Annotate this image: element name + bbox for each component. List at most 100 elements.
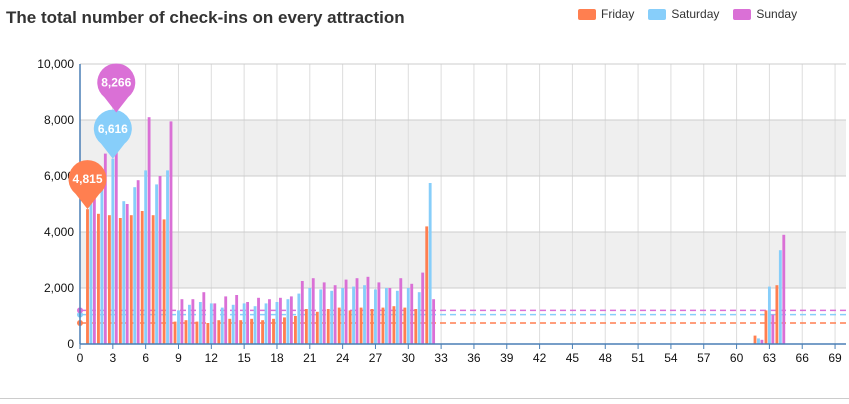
y-tick-label: 10,000	[37, 57, 74, 71]
bar-saturday	[188, 304, 191, 344]
bar-friday	[293, 316, 297, 344]
bar-friday	[315, 311, 319, 344]
annotation-pin-saturday: 6,616	[93, 109, 132, 159]
bar-saturday	[319, 289, 323, 344]
pin-label: 6,616	[98, 122, 128, 136]
bar-saturday	[374, 289, 377, 344]
bar-sunday	[158, 176, 162, 344]
bar-sunday	[366, 276, 370, 344]
bar-sunday	[771, 314, 775, 344]
bar-saturday	[242, 303, 246, 344]
bar-friday	[228, 318, 232, 344]
bar-friday	[775, 285, 779, 344]
bar-friday	[97, 213, 100, 344]
x-tick-label: 39	[500, 351, 514, 365]
axes	[79, 64, 846, 345]
x-tick-label: 45	[566, 351, 580, 365]
grid-band	[80, 288, 846, 344]
bar-saturday	[757, 338, 760, 344]
bar-saturday	[122, 201, 126, 344]
x-tick-label: 18	[270, 351, 284, 365]
bar-sunday	[377, 282, 381, 344]
bar-friday	[107, 215, 111, 344]
legend-label-friday: Friday	[601, 7, 635, 21]
bar-friday	[764, 310, 768, 344]
bar-sunday	[333, 285, 337, 344]
bar-sunday	[246, 302, 250, 344]
y-tick-label: 4,000	[44, 225, 74, 239]
x-tick-label: 48	[599, 351, 613, 365]
x-tick-label: 24	[336, 351, 350, 365]
annotation-pins: 4,815 6,616 8,266	[68, 63, 136, 210]
bar-sunday	[257, 297, 260, 344]
bar-sunday	[125, 204, 129, 344]
legend-label-sunday: Sunday	[756, 7, 798, 21]
bar-saturday	[144, 170, 148, 344]
legend-swatch-sunday	[733, 8, 752, 20]
x-tick-label: 54	[664, 351, 678, 365]
bar-friday	[414, 309, 418, 344]
bar-saturday	[330, 290, 334, 344]
bar-friday	[403, 307, 407, 344]
bar-sunday	[180, 299, 184, 344]
bar-friday	[206, 323, 210, 344]
bar-saturday	[264, 303, 268, 344]
bar-sunday	[224, 296, 228, 344]
bar-sunday	[213, 303, 217, 344]
legend-item-friday[interactable]: Friday	[578, 7, 634, 21]
bar-friday	[304, 309, 308, 344]
bar-sunday	[169, 121, 173, 345]
x-tick-label: 9	[175, 351, 182, 365]
bar-saturday	[428, 183, 432, 344]
bar-friday	[359, 307, 363, 344]
y-tick-label: 6,000	[44, 169, 74, 183]
bar-friday	[337, 307, 341, 344]
bar-friday	[261, 320, 265, 344]
chart-title: The total number of check-ins on every a…	[6, 8, 405, 27]
bar-saturday	[209, 303, 213, 344]
x-tick-label: 42	[533, 351, 547, 365]
x-axis-ticks: 0 3 6 9 12 15 18 21 24 27 30 33 36 39 42 45 48 51 54 57 60 63…	[77, 344, 842, 365]
bar-sunday	[388, 288, 392, 344]
bar-saturday	[231, 304, 235, 344]
bar-saturday	[297, 293, 301, 344]
bar-sunday	[114, 112, 118, 344]
grid-band	[80, 64, 846, 120]
legend-item-saturday[interactable]: Saturday	[648, 7, 719, 21]
bar-sunday	[147, 117, 151, 344]
bar-friday	[173, 321, 177, 344]
bar-saturday	[767, 286, 771, 344]
x-tick-label: 60	[730, 351, 744, 365]
legend-item-sunday[interactable]: Sunday	[733, 7, 797, 21]
x-tick-label: 33	[434, 351, 448, 365]
bar-friday	[753, 335, 757, 344]
bar-saturday	[395, 290, 399, 344]
bar-friday	[239, 320, 243, 344]
grid-bands	[80, 64, 846, 344]
x-tick-label: 63	[763, 351, 777, 365]
grid-band	[80, 120, 846, 176]
bar-saturday	[89, 178, 93, 344]
bar-sunday	[289, 296, 293, 344]
x-tick-label: 27	[369, 351, 383, 365]
x-tick-label: 6	[142, 351, 149, 365]
bar-sunday	[432, 299, 436, 344]
x-tick-label: 12	[205, 351, 219, 365]
bar-saturday	[417, 292, 421, 344]
bar-saturday	[133, 187, 137, 344]
y-tick-label: 0	[67, 337, 74, 351]
bars	[86, 112, 786, 345]
annotation-pin-friday: 4,815	[68, 160, 107, 210]
bar-saturday	[384, 288, 388, 344]
bar-sunday	[92, 162, 96, 344]
x-tick-label: 66	[796, 351, 810, 365]
pin-label: 8,266	[101, 76, 131, 90]
bar-friday	[381, 307, 385, 344]
bar-friday	[86, 209, 89, 344]
chart-legend: Friday Saturday Sunday	[578, 7, 797, 21]
y-tick-label: 2,000	[44, 281, 74, 295]
bar-saturday	[198, 302, 202, 344]
bar-sunday	[136, 180, 140, 344]
grid-band	[80, 232, 846, 288]
